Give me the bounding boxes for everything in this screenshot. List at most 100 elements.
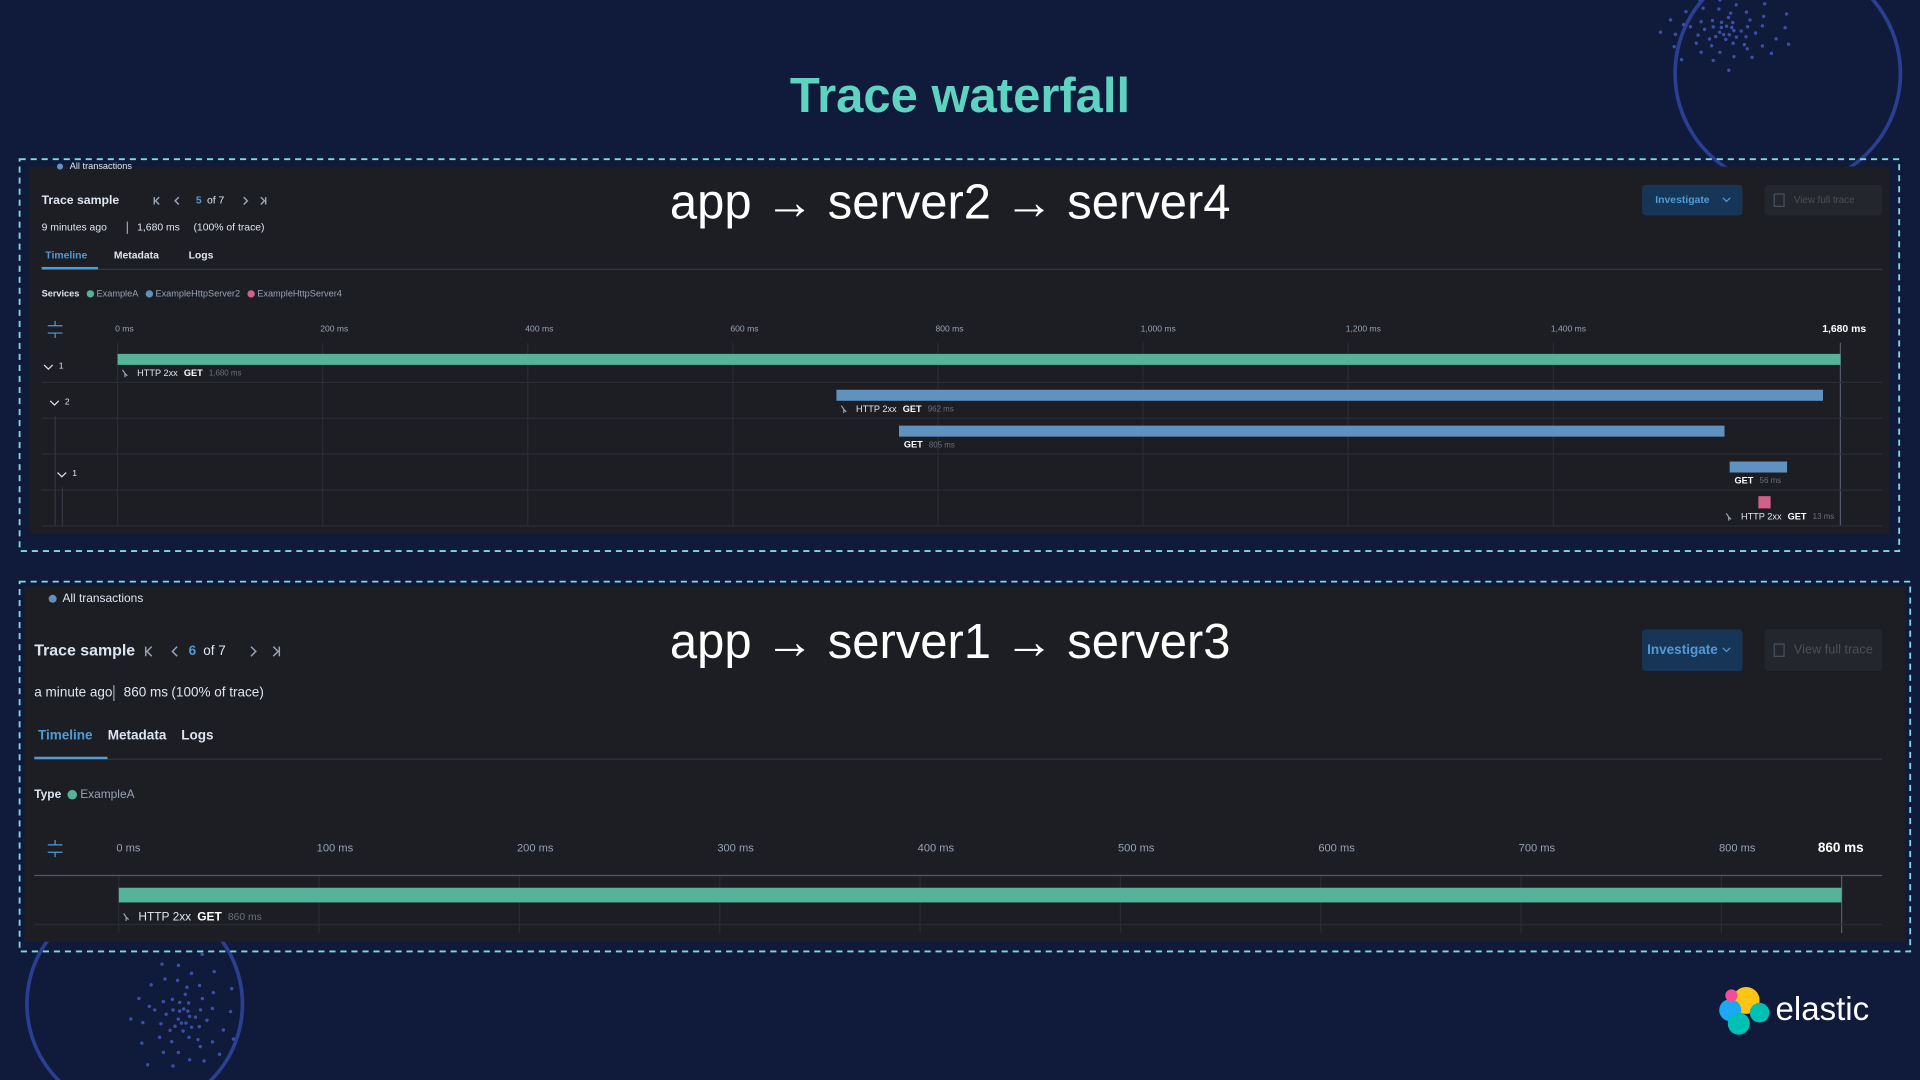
span-bar[interactable] (1729, 461, 1788, 473)
legend-entry: ExampleHttpServer4 (257, 288, 342, 298)
tab[interactable]: Logs (189, 251, 214, 262)
tab[interactable]: Metadata (114, 251, 159, 262)
pager-next[interactable] (272, 646, 281, 657)
span-bar[interactable] (898, 425, 1725, 437)
pager-prev[interactable] (174, 196, 180, 206)
span-bar[interactable] (117, 353, 1841, 365)
decoration-dot (211, 990, 216, 995)
decoration-dot (1727, 68, 1731, 72)
row-toggle[interactable] (49, 400, 60, 406)
decoration-dot (187, 1058, 192, 1062)
scope-dot (56, 163, 64, 170)
investigate-label: Investigate (1647, 642, 1718, 657)
tab[interactable]: Timeline (45, 251, 87, 262)
decoration-dot (141, 1020, 145, 1025)
investigate-button[interactable] (1642, 629, 1743, 672)
decoration-dot (1760, 24, 1765, 28)
decoration-dot (1711, 25, 1715, 29)
span-status: HTTP 2xx (856, 404, 897, 414)
decoration-dot (1745, 47, 1750, 51)
decoration-dot (210, 1006, 215, 1011)
trace-panel: All transactions Trace sample 6 of 7 a minut… (18, 580, 1912, 953)
scope-label: All transactions (62, 591, 143, 605)
legend-label: Services (42, 288, 80, 298)
panel-outline (18, 580, 1912, 953)
decoration-dot (231, 1037, 236, 1041)
decoration-dot (175, 978, 180, 983)
pager-next[interactable] (250, 646, 257, 657)
decoration-dot (181, 1007, 186, 1011)
tab[interactable]: Metadata (108, 727, 167, 742)
slide-title: Trace waterfall (790, 69, 1130, 123)
tab[interactable]: Timeline (38, 727, 93, 742)
scope-dot (48, 594, 57, 603)
decoration-dot (171, 1064, 175, 1068)
view-trace-button[interactable] (1764, 184, 1883, 216)
row-toggle[interactable] (43, 364, 54, 371)
decoration-dot (205, 1018, 209, 1022)
decoration-dot (197, 1024, 201, 1029)
decoration-dot (1718, 0, 1722, 2)
axis-tick-label: 500 ms (1118, 843, 1155, 855)
legend-entry: ExampleA (80, 787, 134, 801)
decoration-dot (1709, 44, 1714, 48)
decoration-dot (1688, 25, 1693, 29)
span-icon (123, 913, 130, 921)
pager-next[interactable] (260, 196, 267, 206)
span-method: GET (184, 368, 203, 378)
axis-tick-label: 300 ms (717, 843, 754, 855)
active-tab-underline (34, 756, 108, 760)
logo-shape (1727, 1012, 1750, 1035)
decoration-dot (1718, 30, 1722, 35)
decoration-dot (1728, 11, 1733, 15)
span-duration: 860 ms (228, 912, 262, 923)
decoration-dot (1744, 10, 1749, 14)
span-label: HTTP 2xx GET 962 ms (840, 404, 954, 414)
page-number: 5 (196, 196, 202, 207)
span-bar[interactable] (118, 887, 1842, 903)
decoration-dot (186, 1001, 191, 1005)
decoration-dot (1786, 42, 1791, 46)
decoration-dot (176, 963, 181, 968)
decoration-dot (217, 1052, 222, 1056)
decoration-dot (177, 1009, 182, 1013)
span-bar[interactable] (836, 389, 1823, 401)
tab[interactable]: Logs (181, 727, 213, 742)
pager-prev[interactable] (171, 646, 178, 657)
view-trace-icon (1773, 193, 1785, 207)
span-label: HTTP 2xx GET 13 ms (1725, 511, 1834, 521)
view-trace-button[interactable] (1764, 629, 1883, 672)
decoration-dot (1719, 25, 1724, 30)
decoration-dot (1760, 44, 1765, 48)
logo-text: elastic (1776, 991, 1870, 1028)
decoration-dot (1658, 30, 1663, 34)
axis-tick-label: 1,200 ms (1346, 324, 1381, 334)
decoration-dot (196, 1037, 200, 1042)
collapse-icon (47, 840, 63, 858)
decoration-dot (221, 1028, 226, 1032)
trace-sample-label: Trace sample (34, 643, 135, 660)
axis-tick-label: 200 ms (517, 843, 554, 855)
span-icon (121, 369, 128, 378)
row-toggle[interactable] (57, 472, 67, 478)
decoration-dot (170, 997, 175, 1002)
panel-background (29, 166, 1890, 534)
span-method: GET (197, 909, 222, 923)
span-label: GET 56 ms (1735, 476, 1782, 486)
chevron (1722, 647, 1731, 653)
pager-prev[interactable] (153, 196, 160, 206)
axis-tick-label: 700 ms (1519, 843, 1556, 855)
logo-shape (1725, 989, 1738, 1002)
investigate-button[interactable] (1642, 184, 1743, 216)
decoration-dot (1672, 44, 1676, 49)
pager-prev[interactable] (144, 646, 153, 657)
decoration-dot (137, 996, 141, 1001)
collapse-icon (47, 320, 63, 338)
pager-next[interactable] (243, 196, 249, 206)
span-bar[interactable] (1758, 496, 1771, 509)
trace-panel: All transactions Trace sample 5 of 7 9 minut… (18, 158, 1901, 552)
decoration-dot (1727, 32, 1732, 37)
decoration-dot (1719, 20, 1724, 25)
trace-share: (100% of trace) (193, 223, 264, 234)
axis-tick-label: 400 ms (918, 843, 955, 855)
